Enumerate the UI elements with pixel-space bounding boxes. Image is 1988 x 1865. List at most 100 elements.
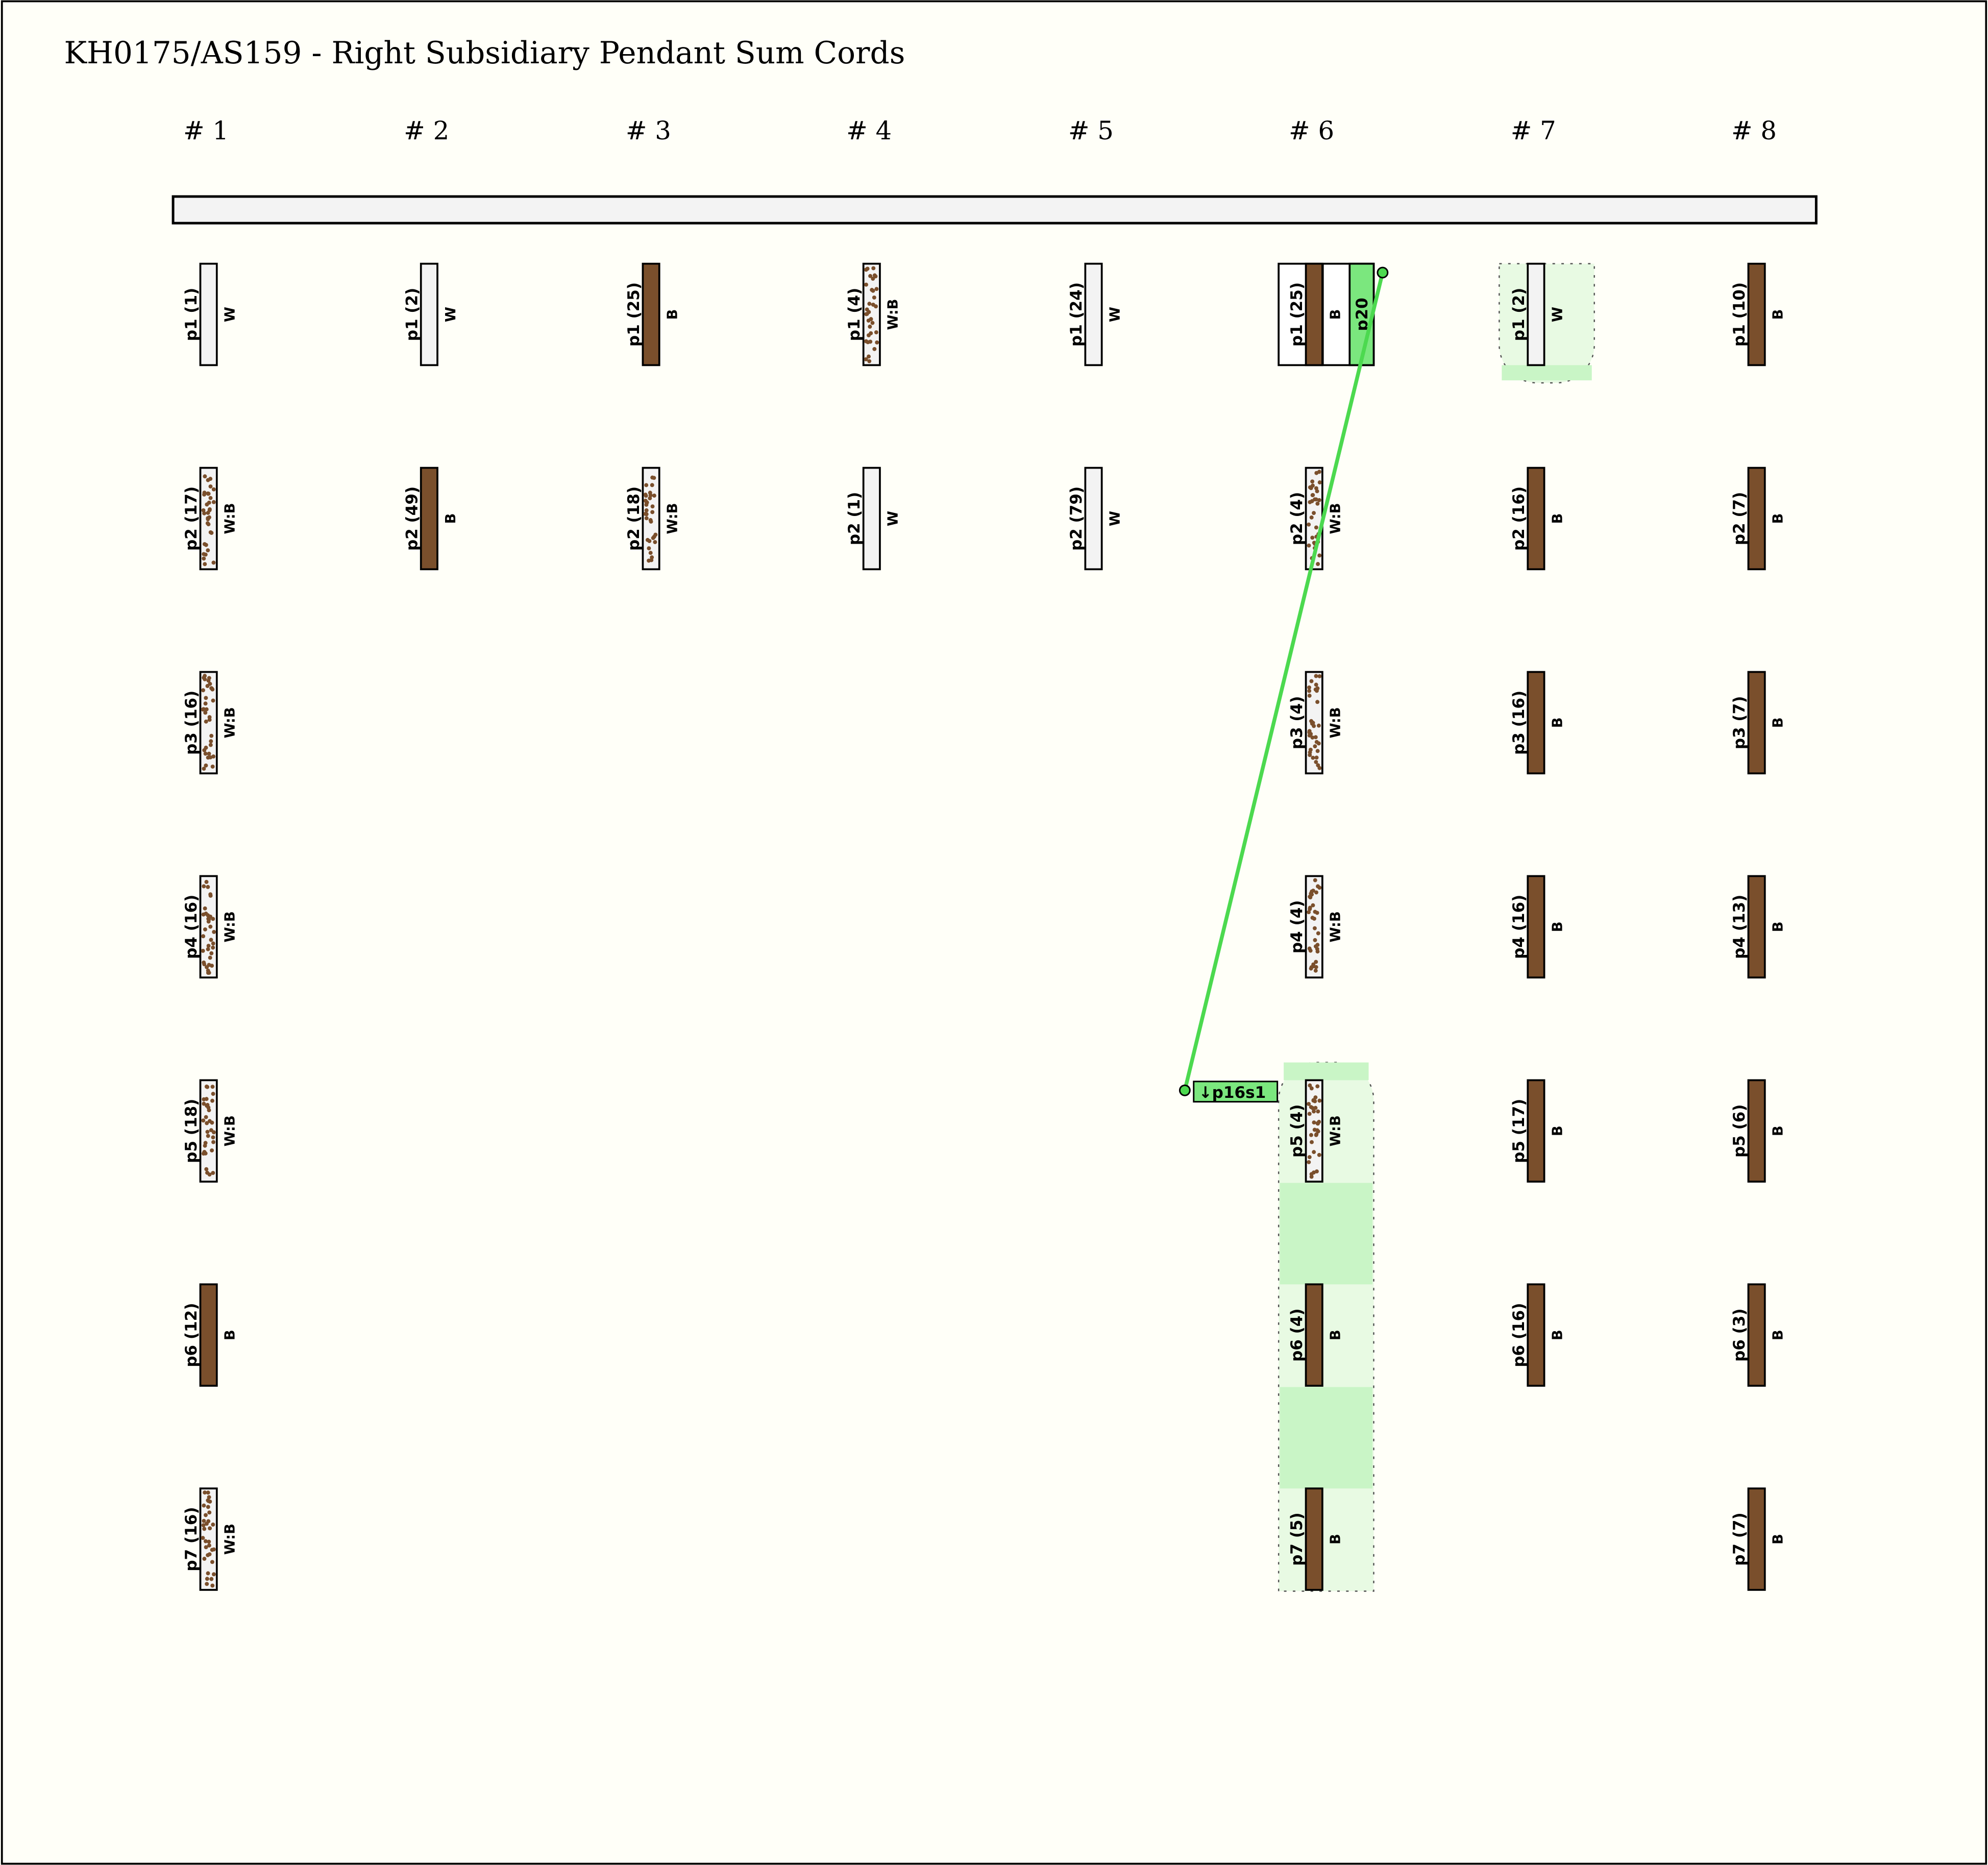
color-dot [1313, 878, 1317, 882]
cord-bar [1527, 671, 1545, 775]
color-dot [652, 534, 656, 539]
cord-color-label: W:B [1328, 911, 1344, 942]
pendant-cord[interactable]: p1 (2) W [403, 262, 459, 366]
color-dot [1307, 1155, 1312, 1160]
pendant-cord[interactable]: p2 (7) B [1730, 467, 1786, 571]
pendant-cord[interactable]: p6 (3) B [1730, 1283, 1786, 1387]
color-dot [206, 1505, 210, 1509]
color-dot [210, 686, 214, 691]
color-dot [210, 1583, 215, 1588]
cord-bar [1084, 262, 1103, 366]
color-dot [872, 347, 877, 351]
pendant-cord[interactable]: p3 (16) B [1510, 671, 1566, 775]
color-dot [202, 490, 207, 495]
sum-tag[interactable] [1348, 262, 1375, 366]
pendant-cord[interactable]: p5 (17) B [1510, 1079, 1566, 1183]
color-dot [206, 1571, 210, 1576]
pendant-cord[interactable]: p1 (24) W [1067, 262, 1123, 366]
pendant-cord[interactable]: p2 (49) B [403, 467, 459, 571]
color-dot [204, 879, 209, 884]
cord-color-label: W:B [665, 503, 680, 534]
highlight-band [1280, 1387, 1372, 1489]
color-dot [873, 274, 878, 279]
pendant-cord[interactable]: p1 (10) B [1730, 262, 1786, 366]
pendant-cord[interactable]: p1 (1) W [182, 262, 238, 366]
cord-bar [420, 262, 438, 366]
color-dot [1311, 1098, 1316, 1103]
color-dot [867, 359, 872, 363]
color-dot [1307, 685, 1311, 690]
pendant-cord[interactable]: p6 (4) B [1288, 1283, 1344, 1387]
pendant-cord[interactable]: p7 (5) B [1288, 1487, 1344, 1591]
pendant-cord[interactable]: p4 (16) B [1510, 875, 1566, 979]
color-dot [1310, 1140, 1314, 1144]
color-dot [203, 1539, 208, 1543]
color-dot [1314, 674, 1318, 678]
cord-bar [1747, 262, 1766, 366]
pendant-cord[interactable]: p6 (12) B [182, 1283, 238, 1387]
color-dot [1312, 511, 1316, 516]
color-dot [1317, 766, 1322, 770]
pendant-cord[interactable]: p2 (16) B [1510, 467, 1566, 571]
color-dot [1317, 1098, 1322, 1103]
color-dot [211, 1135, 215, 1140]
color-dot [1309, 732, 1313, 736]
pendant-cord[interactable]: p5 (18) W:B [182, 1079, 238, 1183]
pendant-cord[interactable]: p2 (18) W:B [625, 467, 681, 571]
color-dot [202, 1101, 206, 1106]
pendant-cord[interactable]: p1 (2) W [1510, 262, 1566, 366]
cord-bar [1747, 1487, 1766, 1591]
pendant-cord[interactable]: p4 (16) W:B [182, 875, 238, 979]
cord-group: # 3 p1 (25) Bp2 (18) W:B [625, 116, 681, 571]
pendant-cord[interactable]: p3 (7) B [1730, 671, 1786, 775]
color-dot [202, 542, 207, 547]
pendant-cord[interactable]: p4 (13) B [1730, 875, 1786, 979]
cord-groups: # 1 p1 (1) Wp2 (17) W:B p3 (16) W:B p4 (16) W:B… [182, 116, 1786, 1591]
color-dot [211, 941, 215, 946]
color-dot [644, 494, 648, 498]
color-dot [1308, 750, 1312, 755]
color-dot [203, 751, 208, 756]
link-endpoint[interactable] [1179, 1084, 1191, 1096]
color-dot [1317, 470, 1321, 474]
color-dot [1313, 968, 1318, 973]
color-dot [210, 1148, 214, 1152]
color-dot [647, 546, 651, 551]
cord-color-label: W [223, 307, 238, 322]
pendant-cord[interactable]: p1 (25) B [625, 262, 681, 366]
color-dot [202, 1527, 207, 1531]
pendant-cord[interactable]: p3 (16) W:B [182, 671, 238, 775]
pendant-cord[interactable]: p4 (4) W:B [1288, 875, 1344, 979]
pendant-cord[interactable]: p2 (79) W [1067, 467, 1123, 571]
color-dot [203, 927, 207, 931]
sum-link-line [1183, 272, 1385, 1091]
pendant-cord[interactable]: p2 (1) W [845, 467, 901, 571]
pendant-cord[interactable]: p7 (16) W:B [182, 1487, 238, 1591]
cord-color-label: B [665, 309, 680, 320]
cord-label: p1 (25) [625, 282, 643, 347]
color-dot [644, 508, 649, 512]
pendant-cord[interactable]: p6 (16) B [1510, 1283, 1566, 1387]
cord-color-label: W:B [1328, 1115, 1344, 1146]
pendant-cord[interactable]: p3 (4) W:B [1288, 671, 1344, 775]
cord-color-label: B [1771, 513, 1786, 524]
pendant-cord[interactable]: p2 (17) W:B [182, 467, 238, 571]
pendant-cord[interactable]: p7 (7) B [1730, 1487, 1786, 1591]
color-dot [208, 924, 213, 929]
color-dot [203, 674, 207, 678]
cord-label: p4 (16) [1510, 895, 1528, 959]
color-dot [206, 548, 210, 553]
cord-label: p5 (17) [1510, 1099, 1528, 1163]
cord-label: p5 (6) [1730, 1104, 1749, 1158]
cord-color-label: B [1771, 717, 1786, 728]
color-dot [203, 562, 207, 567]
pendant-cord[interactable]: p5 (4) W:B [1288, 1079, 1344, 1183]
sum-target-tag[interactable] [1193, 1081, 1279, 1103]
link-endpoint[interactable] [1377, 266, 1389, 279]
color-dot [1314, 689, 1319, 693]
pendant-cord[interactable]: p1 (4) W:B [845, 262, 901, 366]
page-title: KH0175/AS159 - Right Subsidiary Pendant … [64, 36, 905, 71]
pendant-cord[interactable]: p5 (6) B [1730, 1079, 1786, 1183]
color-dot [205, 1582, 209, 1586]
